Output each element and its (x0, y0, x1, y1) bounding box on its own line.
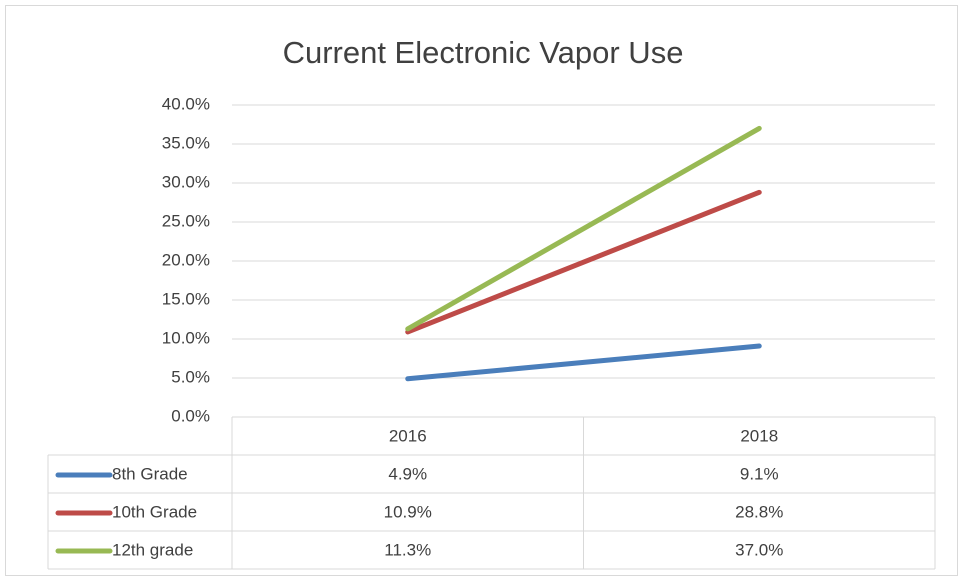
chart-title: Current Electronic Vapor Use (283, 35, 684, 70)
y-tick-label: 30.0% (162, 172, 210, 191)
series-line (405, 343, 762, 382)
table-value: 9.1% (740, 464, 779, 483)
table-value: 11.3% (384, 540, 431, 559)
x-tick-label: 2018 (740, 426, 778, 445)
series-line (405, 189, 762, 335)
table-value: 28.8% (735, 502, 783, 521)
y-tick-label: 25.0% (162, 211, 210, 230)
chart-frame (5, 5, 958, 576)
y-tick-label: 20.0% (162, 250, 210, 269)
y-tick-label: 15.0% (162, 289, 210, 308)
table-value: 37.0% (735, 540, 783, 559)
x-tick-label: 2016 (389, 426, 427, 445)
y-tick-label: 40.0% (162, 94, 210, 113)
legend-label: 12th grade (112, 540, 193, 559)
legend-label: 10th Grade (112, 502, 197, 521)
table-value: 4.9% (388, 464, 427, 483)
legend-label: 8th Grade (112, 464, 188, 483)
y-tick-label: 5.0% (171, 367, 210, 386)
y-tick-label: 0.0% (171, 406, 210, 425)
y-tick-label: 10.0% (162, 328, 210, 347)
series-line (405, 125, 762, 332)
table-value: 10.9% (384, 502, 432, 521)
y-tick-label: 35.0% (162, 133, 210, 152)
